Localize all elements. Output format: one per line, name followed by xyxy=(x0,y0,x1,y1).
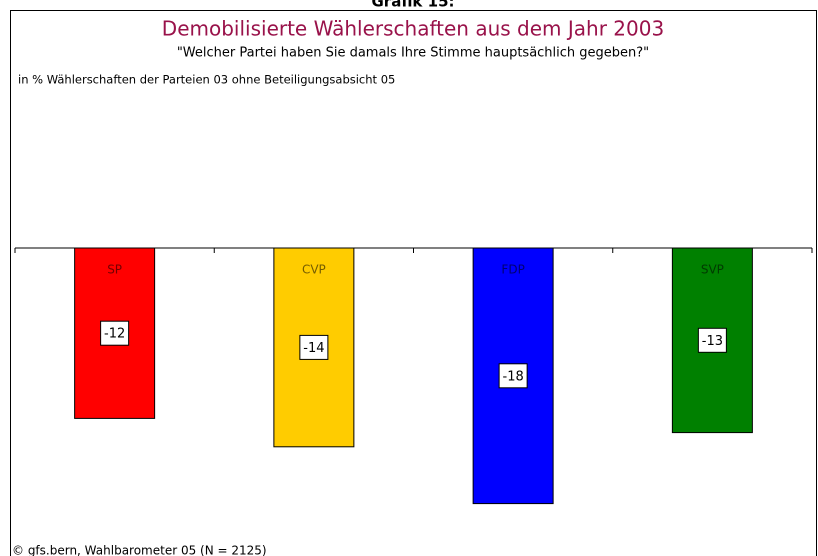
y-axis-label: in % Wählerschaften der Parteien 03 ohne… xyxy=(18,73,395,87)
value-label-box xyxy=(299,334,329,360)
value-label: -14 xyxy=(303,341,324,356)
category-label: CVP xyxy=(302,263,326,277)
chart-subtitle: "Welcher Partei haben Sie damals Ihre St… xyxy=(177,46,649,61)
frame xyxy=(10,10,817,556)
value-label: -12 xyxy=(104,327,125,342)
value-label-box xyxy=(498,363,528,389)
heading: Grafik 15: xyxy=(371,0,454,11)
footer: © gfs.bern, Wahlbarometer 05 (N = 2125) xyxy=(12,544,267,556)
category-label: SP xyxy=(107,263,122,277)
value-label-box xyxy=(697,327,727,353)
category-label: SVP xyxy=(701,263,724,277)
value-label-box xyxy=(100,320,130,346)
value-label: -18 xyxy=(503,369,524,384)
value-label: -13 xyxy=(702,334,723,349)
chart-title: Demobilisierte Wählerschaften aus dem Ja… xyxy=(162,17,664,41)
category-label: FDP xyxy=(501,263,524,277)
